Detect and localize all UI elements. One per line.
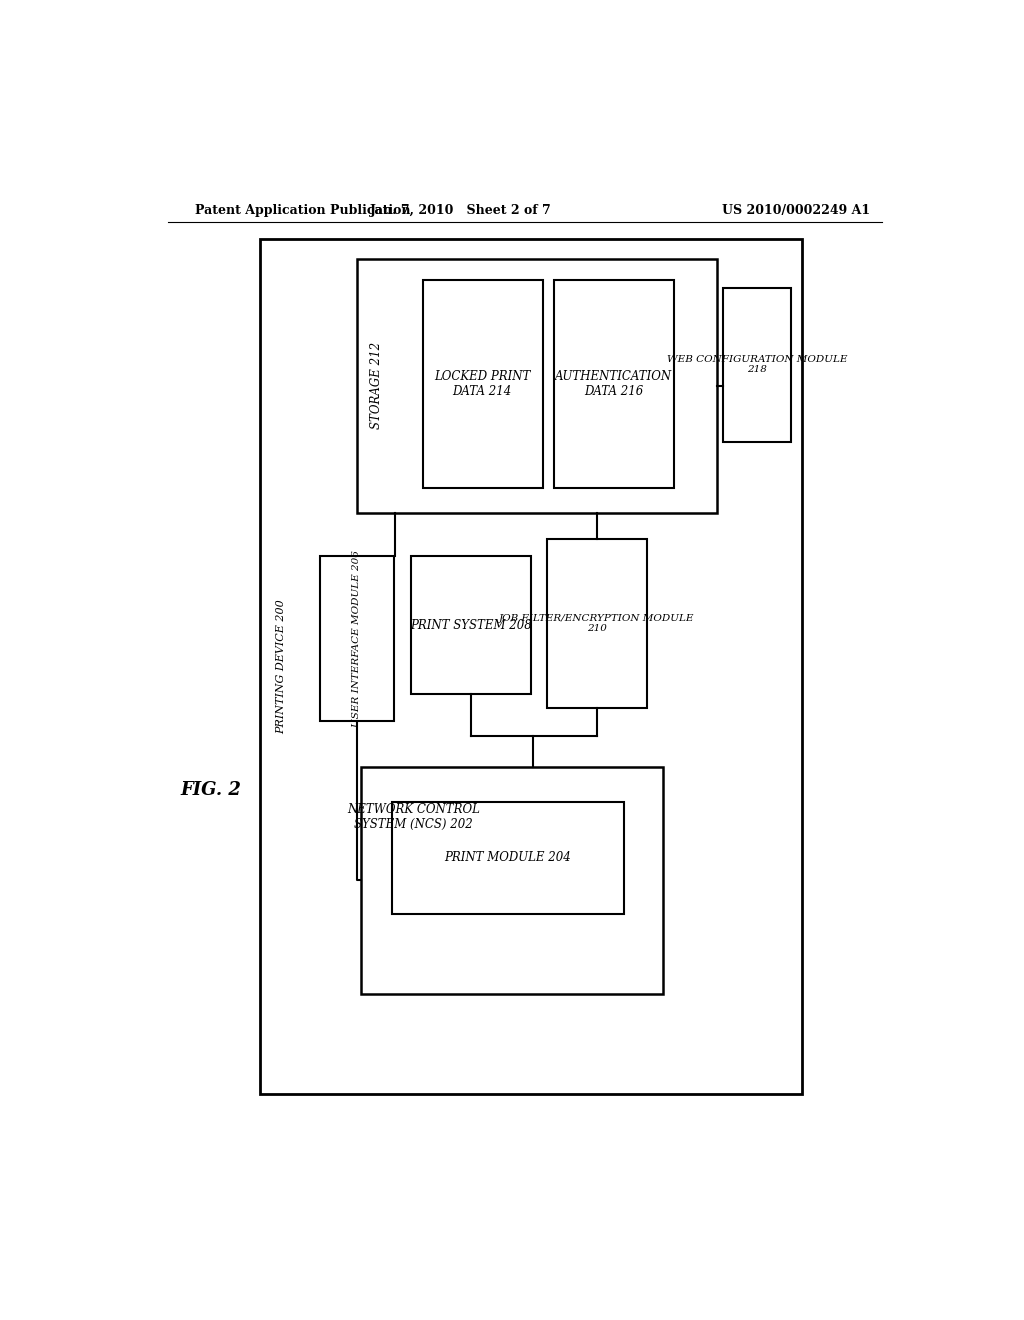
Text: FIG. 2: FIG. 2 bbox=[180, 781, 242, 799]
Text: US 2010/0002249 A1: US 2010/0002249 A1 bbox=[722, 205, 870, 218]
Bar bbox=[360, 767, 663, 994]
Bar bbox=[356, 259, 717, 512]
Bar bbox=[411, 556, 531, 694]
Text: Jan. 7, 2010   Sheet 2 of 7: Jan. 7, 2010 Sheet 2 of 7 bbox=[371, 205, 552, 218]
Text: JOB FILTER/ENCRYPTION MODULE
210: JOB FILTER/ENCRYPTION MODULE 210 bbox=[499, 614, 694, 634]
Bar bbox=[547, 539, 647, 708]
Text: AUTHENTICATION
DATA 216: AUTHENTICATION DATA 216 bbox=[555, 370, 673, 399]
Text: NETWORK CONTROL
SYSTEM (NCS) 202: NETWORK CONTROL SYSTEM (NCS) 202 bbox=[347, 803, 479, 830]
Text: WEB CONFIGURATION MODULE
218: WEB CONFIGURATION MODULE 218 bbox=[667, 355, 848, 375]
Text: Patent Application Publication: Patent Application Publication bbox=[196, 205, 411, 218]
Text: PRINTING DEVICE 200: PRINTING DEVICE 200 bbox=[276, 599, 287, 734]
Text: STORAGE 212: STORAGE 212 bbox=[370, 342, 383, 429]
Bar bbox=[423, 280, 543, 488]
Text: USER INTERFACE MODULE 206: USER INTERFACE MODULE 206 bbox=[352, 549, 361, 726]
Bar bbox=[260, 239, 802, 1094]
Text: LOCKED PRINT
DATA 214: LOCKED PRINT DATA 214 bbox=[434, 370, 530, 399]
Text: PRINT SYSTEM 208: PRINT SYSTEM 208 bbox=[410, 619, 531, 631]
Bar bbox=[321, 556, 394, 721]
Bar bbox=[391, 803, 624, 913]
Text: PRINT MODULE 204: PRINT MODULE 204 bbox=[444, 851, 571, 865]
Bar bbox=[554, 280, 675, 488]
Bar bbox=[723, 288, 792, 442]
